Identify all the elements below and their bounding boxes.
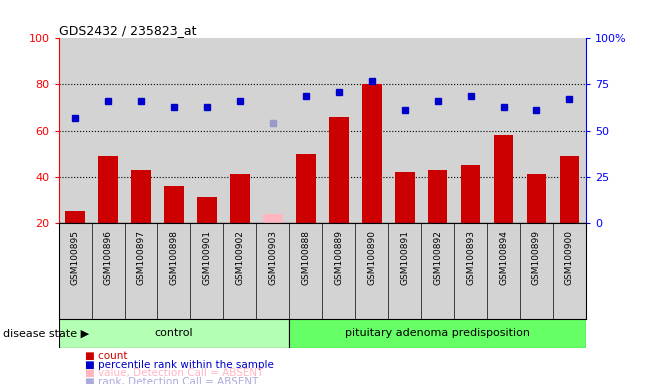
- Text: GSM100889: GSM100889: [334, 230, 343, 285]
- Bar: [362, 84, 381, 223]
- Text: ■ percentile rank within the sample: ■ percentile rank within the sample: [85, 360, 273, 370]
- Bar: [428, 170, 447, 223]
- Text: GSM100888: GSM100888: [301, 230, 311, 285]
- Bar: [527, 174, 546, 223]
- Text: GSM100900: GSM100900: [565, 230, 574, 285]
- Bar: [98, 156, 118, 223]
- Bar: [289, 319, 586, 348]
- Bar: [493, 135, 514, 223]
- Text: GSM100899: GSM100899: [532, 230, 541, 285]
- Text: control: control: [155, 328, 193, 338]
- Text: ■ rank, Detection Call = ABSENT: ■ rank, Detection Call = ABSENT: [85, 377, 258, 384]
- Bar: [329, 117, 349, 223]
- Text: GSM100895: GSM100895: [70, 230, 79, 285]
- Text: pituitary adenoma predisposition: pituitary adenoma predisposition: [345, 328, 530, 338]
- Text: GSM100897: GSM100897: [137, 230, 145, 285]
- Text: GSM100894: GSM100894: [499, 230, 508, 285]
- Text: GSM100903: GSM100903: [268, 230, 277, 285]
- Bar: [395, 172, 415, 223]
- Bar: [197, 197, 217, 223]
- Bar: [461, 165, 480, 223]
- Text: GSM100901: GSM100901: [202, 230, 212, 285]
- Text: GSM100891: GSM100891: [400, 230, 409, 285]
- Bar: [65, 211, 85, 223]
- Text: GSM100898: GSM100898: [169, 230, 178, 285]
- Bar: [559, 156, 579, 223]
- Text: GDS2432 / 235823_at: GDS2432 / 235823_at: [59, 24, 196, 37]
- Bar: [230, 174, 250, 223]
- Text: ■ value, Detection Call = ABSENT: ■ value, Detection Call = ABSENT: [85, 368, 263, 378]
- Text: disease state ▶: disease state ▶: [3, 328, 89, 338]
- Text: GSM100892: GSM100892: [433, 230, 442, 285]
- Bar: [263, 214, 283, 223]
- Text: GSM100902: GSM100902: [236, 230, 244, 285]
- Bar: [164, 186, 184, 223]
- Text: GSM100890: GSM100890: [367, 230, 376, 285]
- Text: GSM100896: GSM100896: [104, 230, 113, 285]
- Text: GSM100893: GSM100893: [466, 230, 475, 285]
- Bar: [296, 154, 316, 223]
- Bar: [131, 170, 151, 223]
- Text: ■ count: ■ count: [85, 351, 127, 361]
- Bar: [59, 319, 289, 348]
